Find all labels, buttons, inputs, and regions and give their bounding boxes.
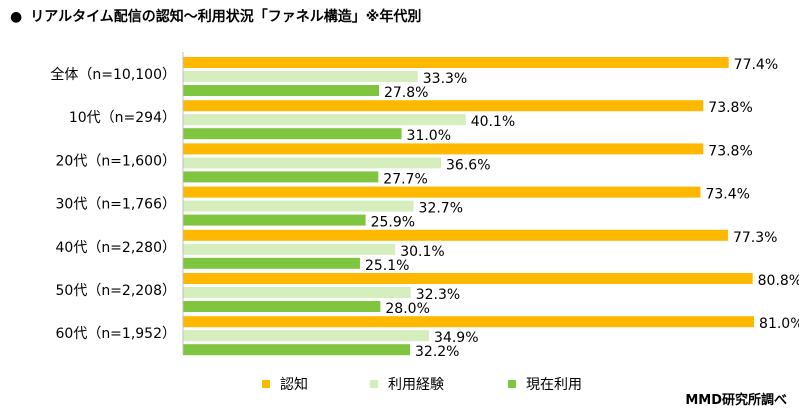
bar-recognition	[183, 186, 701, 198]
category-label: 40代（n=2,280）	[56, 240, 177, 256]
bar-current	[183, 214, 366, 226]
data-label-current: 28.0%	[385, 301, 429, 317]
category-label: 20代（n=1,600）	[56, 153, 177, 169]
bar-recognition	[183, 229, 728, 241]
bar-experience	[183, 71, 418, 82]
data-label-recognition: 81.0%	[759, 316, 799, 332]
chart-title-row: ● リアルタイム配信の認知～利用状況「ファネル構造」※年代別	[10, 6, 421, 26]
data-label-current: 27.7%	[383, 171, 427, 187]
data-label-experience: 36.6%	[446, 157, 490, 173]
bar-experience	[183, 200, 414, 212]
bar-experience	[183, 157, 442, 169]
legend-item-recognition: 認知	[262, 374, 308, 394]
category-label: 10代（n=294）	[69, 110, 176, 126]
bar-experience	[183, 114, 466, 126]
chart-title: リアルタイム配信の認知～利用状況「ファネル構造」※年代別	[30, 9, 422, 25]
data-label-current: 25.9%	[371, 215, 415, 231]
bar-current	[183, 128, 402, 140]
legend-item-experience: 利用経験	[370, 374, 444, 394]
bar-recognition	[183, 100, 704, 112]
data-label-experience: 40.1%	[471, 114, 515, 130]
data-label-recognition: 77.4%	[734, 57, 778, 73]
data-label-experience: 32.3%	[416, 287, 460, 303]
data-label-current: 32.2%	[415, 344, 459, 360]
data-label-current: 27.8%	[384, 85, 428, 101]
bar-experience	[183, 330, 430, 342]
data-label-recognition: 80.8%	[758, 273, 799, 289]
category-label: 50代（n=2,208）	[56, 283, 177, 299]
data-label-current: 25.1%	[365, 258, 409, 274]
category-label: 30代（n=1,766）	[56, 197, 177, 213]
bar-recognition	[183, 143, 704, 155]
bar-recognition	[183, 316, 755, 328]
data-label-current: 31.0%	[407, 128, 451, 144]
data-label-experience: 34.9%	[434, 330, 478, 346]
legend-label-current: 現在利用	[526, 377, 582, 393]
bar-experience	[183, 243, 396, 255]
bar-recognition	[183, 273, 753, 284]
title-bullet: ●	[10, 9, 23, 25]
data-label-experience: 30.1%	[400, 244, 444, 260]
data-label-experience: 33.3%	[423, 71, 467, 87]
category-label: 全体（n=10,100）	[50, 66, 176, 83]
bar-current	[183, 171, 379, 183]
legend-label-recognition: 認知	[280, 377, 308, 393]
bar-current	[183, 257, 360, 269]
category-label: 60代（n=1,952）	[56, 326, 177, 342]
legend-item-current: 現在利用	[508, 374, 582, 394]
bar-chart: 全体（n=10,100） 77.4% 33.3%27.8% 10代（n=294） 73.…	[50, 52, 799, 360]
bar-experience	[183, 287, 411, 298]
source-credit: MMD研究所調べ	[685, 393, 787, 408]
bar-current	[183, 344, 411, 356]
bar-current	[183, 85, 379, 96]
data-label-experience: 32.7%	[419, 201, 463, 217]
bar-recognition	[183, 57, 729, 68]
data-label-recognition: 73.8%	[708, 100, 752, 116]
data-label-recognition: 77.3%	[733, 230, 777, 246]
bar-current	[183, 301, 381, 312]
legend-label-experience: 利用経験	[388, 377, 444, 393]
data-label-recognition: 73.8%	[708, 143, 752, 159]
legend-swatch-current	[508, 380, 516, 388]
data-label-recognition: 73.4%	[705, 187, 749, 203]
legend-swatch-recognition	[262, 380, 270, 388]
legend-swatch-experience	[370, 380, 378, 388]
